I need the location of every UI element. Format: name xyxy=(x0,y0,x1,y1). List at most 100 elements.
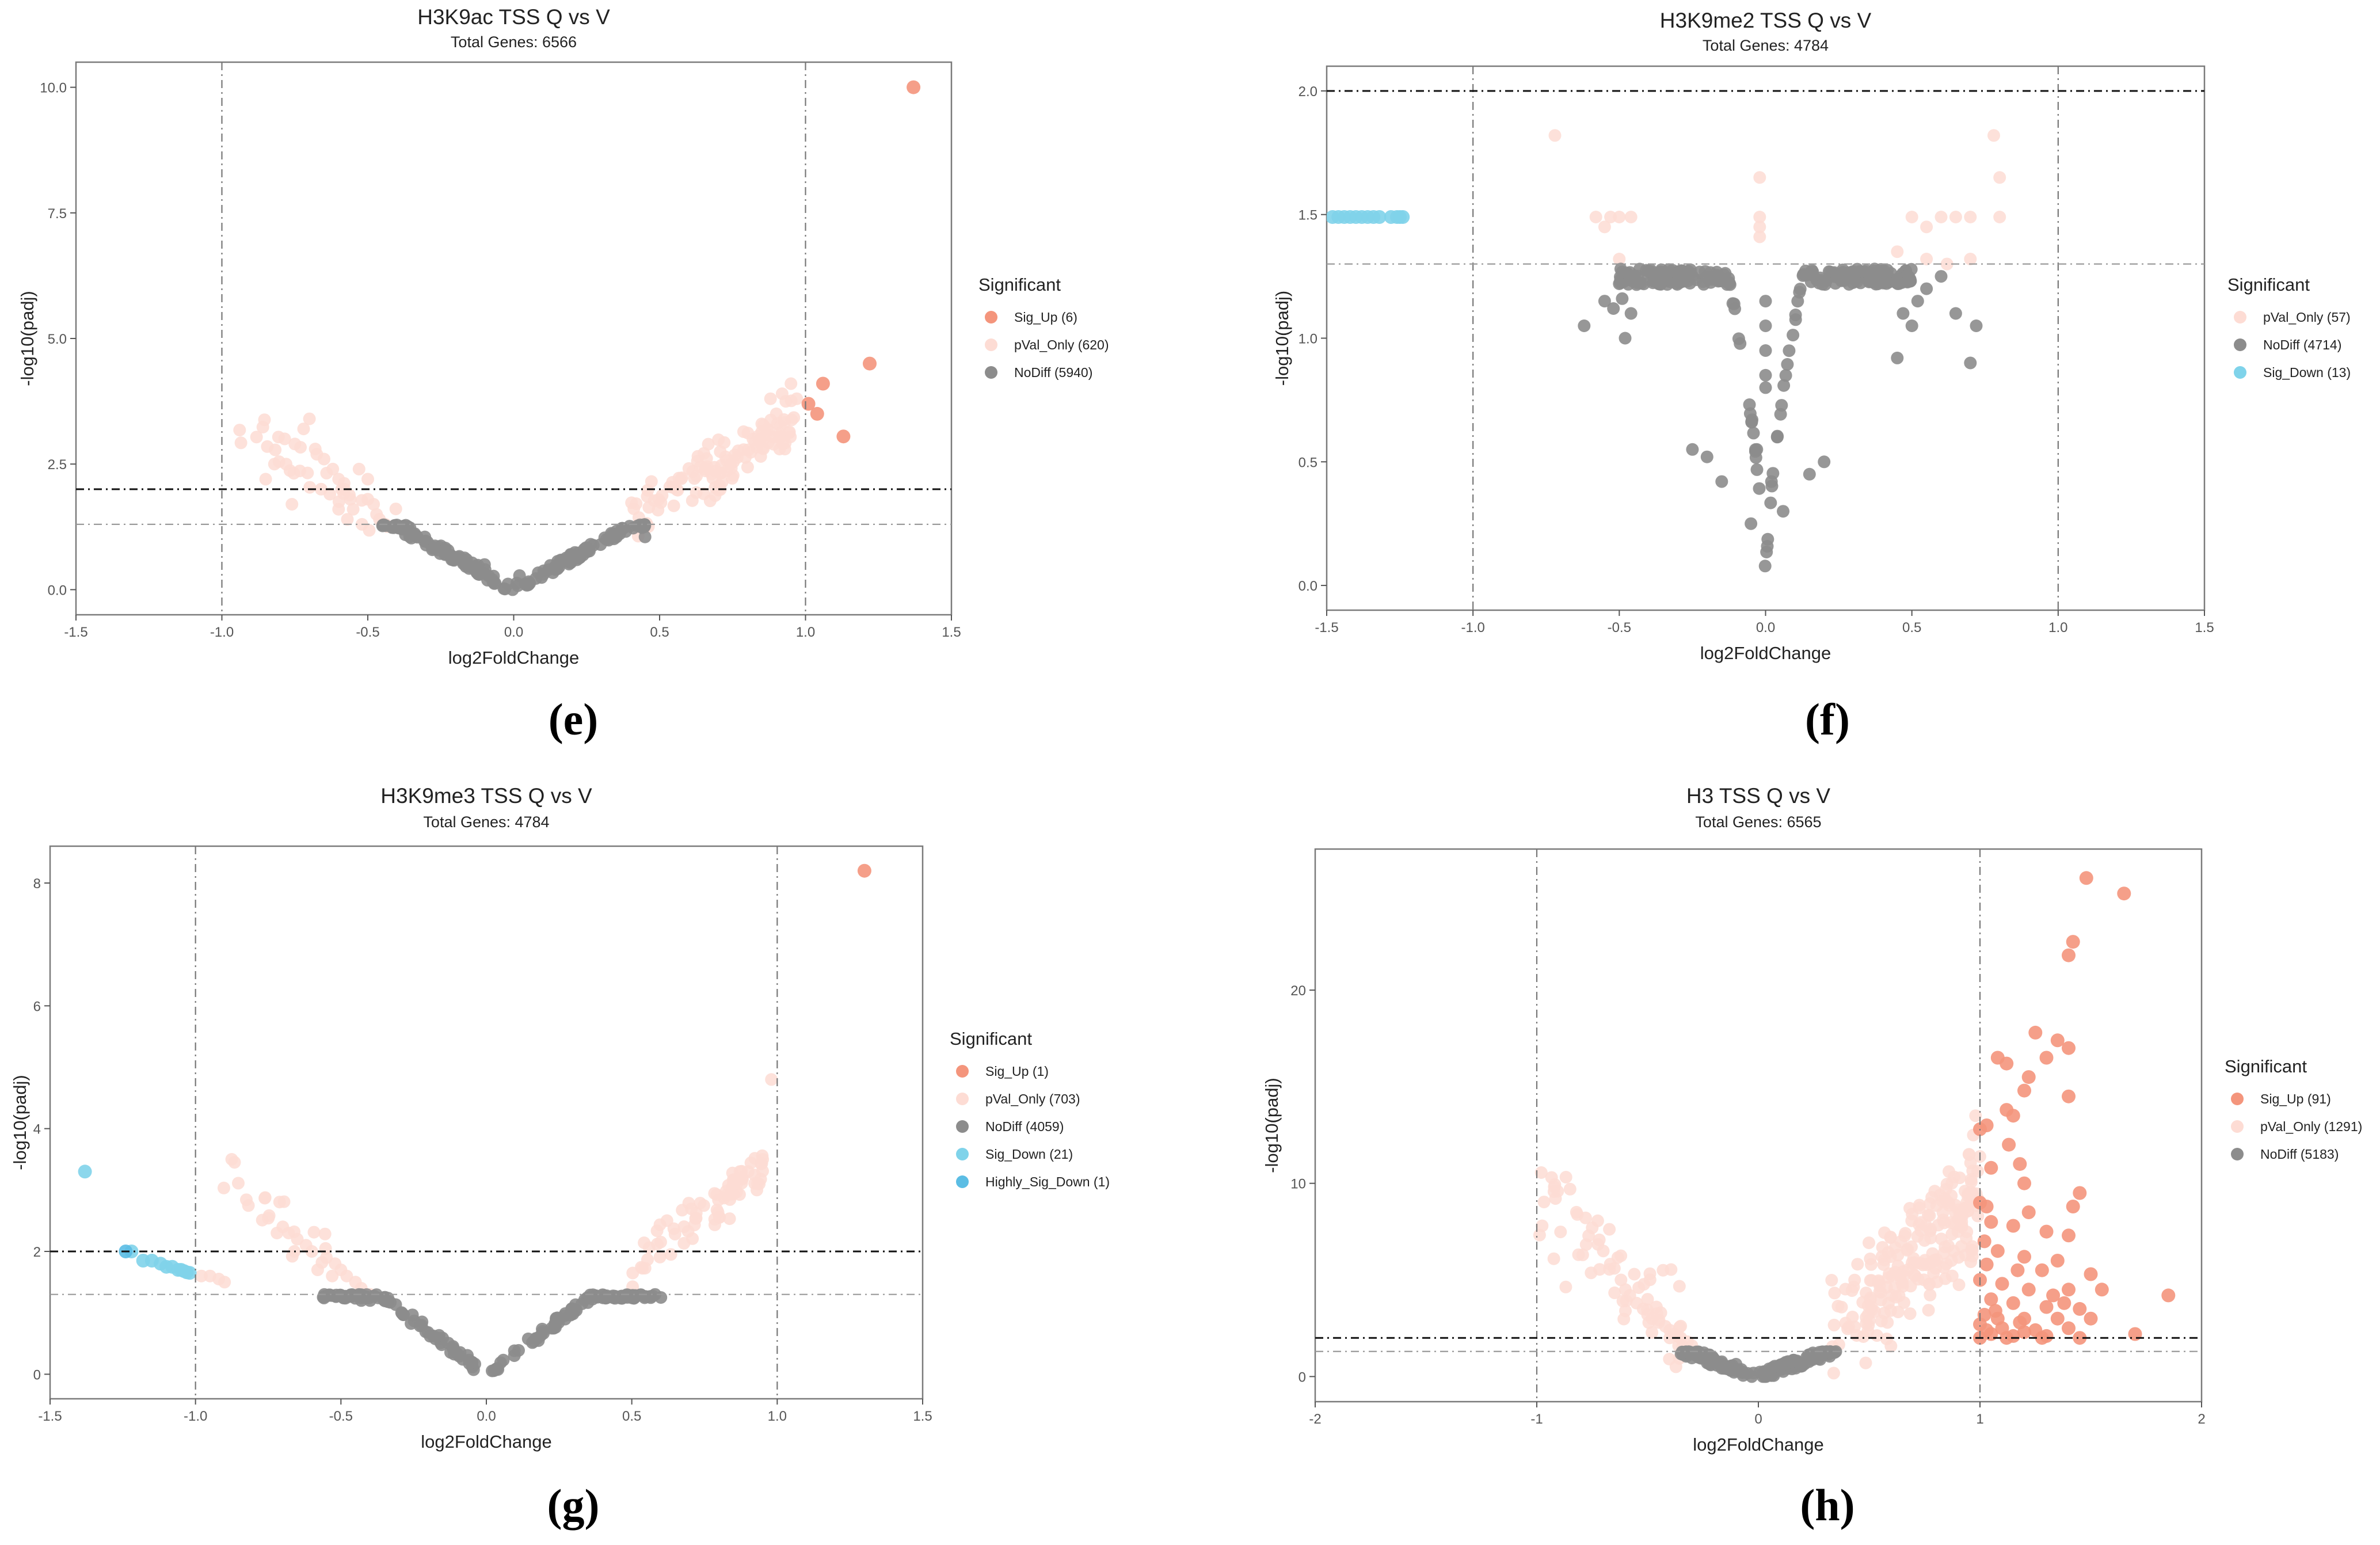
data-point xyxy=(1907,1252,1920,1265)
chart-subtitle: Total Genes: 6565 xyxy=(1695,813,1821,831)
data-point xyxy=(1964,253,1977,265)
data-point xyxy=(272,431,285,444)
data-point xyxy=(418,530,432,543)
data-point xyxy=(737,425,750,438)
data-point xyxy=(1848,1273,1861,1287)
data-point xyxy=(2066,1200,2080,1213)
data-point xyxy=(301,466,314,480)
data-point xyxy=(603,531,616,545)
data-point xyxy=(1761,540,1774,553)
data-point xyxy=(1979,1323,1994,1337)
data-point xyxy=(326,462,340,475)
data-point xyxy=(626,1266,639,1280)
y-tick-label: 1.0 xyxy=(1298,332,1317,347)
data-point xyxy=(2039,1224,2054,1239)
data-point xyxy=(1880,1333,1893,1345)
legend: Significant Sig_Up (1) pVal_Only (703) NoDi… xyxy=(950,1029,1110,1189)
data-point xyxy=(649,1288,662,1301)
data-point xyxy=(668,1227,681,1240)
data-point xyxy=(1827,1367,1840,1380)
legend-label: NoDiff (4059) xyxy=(985,1119,1064,1134)
data-point xyxy=(1672,269,1685,283)
data-point xyxy=(1995,1277,2009,1291)
data-point xyxy=(1759,319,1772,332)
data-point xyxy=(259,473,272,486)
data-point xyxy=(2095,1283,2109,1297)
legend-swatch xyxy=(956,1065,969,1078)
data-point xyxy=(2073,1302,2087,1316)
data-point xyxy=(664,1248,677,1261)
data-point xyxy=(1945,1269,1959,1283)
data-point xyxy=(508,1344,521,1357)
legend: Significant Sig_Up (6) pVal_Only (620) NoDi… xyxy=(978,275,1109,380)
data-point xyxy=(303,481,317,494)
data-point xyxy=(1598,295,1611,308)
y-tick-label: 2 xyxy=(33,1245,41,1260)
data-point xyxy=(217,1181,230,1194)
data-point xyxy=(1669,1360,1682,1373)
data-point xyxy=(1548,129,1562,142)
data-point xyxy=(907,80,921,94)
data-point xyxy=(1554,1226,1567,1239)
data-point xyxy=(1643,1267,1657,1280)
y-tick-label: 0.0 xyxy=(1298,579,1317,594)
data-point xyxy=(1624,307,1638,320)
x-tick-label: 1.0 xyxy=(2048,620,2067,635)
x-axis-label: log2FoldChange xyxy=(421,1432,552,1452)
legend-swatch xyxy=(956,1093,969,1105)
data-point xyxy=(1726,297,1739,310)
data-point xyxy=(1987,129,2000,142)
data-point xyxy=(1949,211,1962,223)
data-point xyxy=(1646,1326,1659,1339)
data-point xyxy=(309,443,322,455)
data-point xyxy=(1779,369,1792,382)
legend-label: pVal_Only (57) xyxy=(2263,310,2351,325)
data-point xyxy=(2066,935,2080,949)
x-tick-label: -0.5 xyxy=(1608,620,1631,635)
data-point xyxy=(652,504,665,517)
data-point xyxy=(2079,871,2093,885)
data-point xyxy=(1770,431,1784,444)
series-sig-down xyxy=(78,1165,197,1280)
data-point xyxy=(268,458,281,471)
data-point xyxy=(1750,463,1764,476)
data-point xyxy=(1818,455,1831,469)
data-point xyxy=(1851,1258,1864,1271)
data-point xyxy=(1534,1166,1548,1179)
data-point xyxy=(690,1212,703,1225)
data-point xyxy=(1993,171,2006,184)
data-point xyxy=(1911,1273,1925,1286)
data-point xyxy=(305,1245,318,1258)
x-axis-label: log2FoldChange xyxy=(448,648,580,668)
data-point xyxy=(256,421,269,433)
data-point xyxy=(355,1294,368,1307)
legend-label: pVal_Only (620) xyxy=(1014,337,1109,352)
data-point xyxy=(498,583,512,596)
y-tick-label: 7.5 xyxy=(48,206,67,222)
data-point xyxy=(753,433,766,446)
y-tick-label: 4 xyxy=(33,1122,41,1137)
y-tick-label: 2.5 xyxy=(48,457,67,473)
data-point xyxy=(1800,1350,1814,1364)
chart-title: H3K9me3 TSS Q vs V xyxy=(380,784,592,808)
data-point xyxy=(581,1296,595,1309)
data-point xyxy=(344,493,357,506)
data-point xyxy=(600,1291,613,1304)
data-point xyxy=(1971,1209,1985,1223)
legend-swatch xyxy=(2231,1093,2244,1105)
data-point xyxy=(311,1264,324,1276)
data-point xyxy=(764,392,777,405)
plot-frame xyxy=(1314,848,2203,1403)
data-point xyxy=(1570,1205,1583,1219)
y-tick-label: 10.0 xyxy=(40,81,67,96)
data-point xyxy=(352,462,365,475)
data-point xyxy=(326,1269,339,1283)
data-point xyxy=(1952,1251,1965,1264)
data-point xyxy=(1928,1185,1941,1198)
points-layer xyxy=(78,863,871,1377)
data-point xyxy=(1547,1252,1560,1265)
legend-title: Significant xyxy=(2225,1056,2307,1076)
data-point xyxy=(1593,1263,1606,1276)
data-point xyxy=(1559,1171,1572,1184)
data-point xyxy=(1764,496,1777,509)
